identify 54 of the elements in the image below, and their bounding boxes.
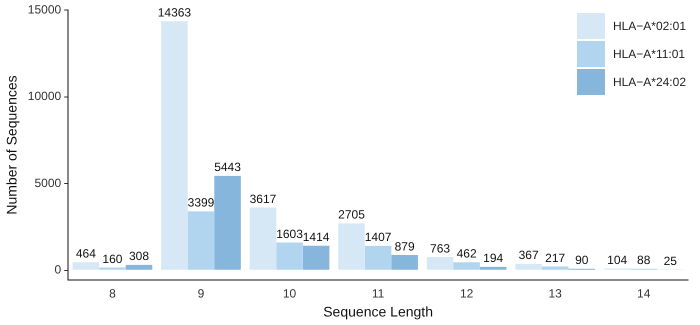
legend-label: HLA−A*11:01 <box>612 47 686 61</box>
x-tick-label: 14 <box>637 286 651 300</box>
data-label: 88 <box>637 253 651 268</box>
bar <box>364 246 392 270</box>
data-label: 1603 <box>276 226 304 241</box>
y-tick-label: 0 <box>54 262 62 277</box>
data-label: 464 <box>76 246 96 261</box>
bar <box>391 255 418 270</box>
data-label: 1407 <box>364 230 392 244</box>
data-label: 1414 <box>302 230 330 244</box>
y-tick-label: 10000 <box>28 89 62 104</box>
data-label: 160 <box>102 252 123 266</box>
data-label: 194 <box>483 251 504 266</box>
data-label: 2705 <box>338 208 366 222</box>
bar <box>276 242 303 270</box>
x-tick-label: 11 <box>372 286 385 300</box>
bar <box>542 266 568 270</box>
data-label: 90 <box>575 253 589 268</box>
x-tick-label: 10 <box>282 286 297 300</box>
bar <box>250 208 276 270</box>
x-tick-label: 13 <box>548 286 562 300</box>
data-label: 879 <box>394 239 415 254</box>
data-label: 3617 <box>250 192 277 206</box>
data-label: 763 <box>430 241 450 256</box>
y-axis-title: Number of Sequences <box>3 75 20 215</box>
data-label: 3399 <box>188 196 215 210</box>
data-label: 25 <box>664 254 678 268</box>
x-tick-label: 8 <box>109 286 116 300</box>
data-label: 14363 <box>158 6 192 20</box>
legend-label: HLA−A*24:02 <box>612 75 686 89</box>
bar <box>480 266 506 270</box>
bar <box>126 264 152 270</box>
x-tick-label: 12 <box>460 286 474 300</box>
bar <box>426 257 454 270</box>
data-label: 367 <box>518 248 539 262</box>
data-label: 308 <box>128 249 150 264</box>
data-label: 217 <box>545 250 566 265</box>
bar <box>214 176 241 270</box>
data-label: 104 <box>607 252 628 267</box>
data-label: 5443 <box>214 160 242 174</box>
bar <box>99 267 126 270</box>
x-axis-title: Sequence Length <box>323 303 433 320</box>
bar <box>72 262 100 270</box>
bar <box>302 246 330 270</box>
x-tick-label: 9 <box>198 286 205 300</box>
data-label: 462 <box>456 246 477 261</box>
bar <box>338 223 365 270</box>
y-tick-label: 15000 <box>28 2 62 17</box>
y-tick-label: 5000 <box>34 176 62 190</box>
bar <box>453 262 480 270</box>
bar <box>515 264 542 270</box>
bar <box>188 211 214 270</box>
bar <box>161 21 188 270</box>
legend-label: HLA−A*02:01 <box>612 19 686 33</box>
